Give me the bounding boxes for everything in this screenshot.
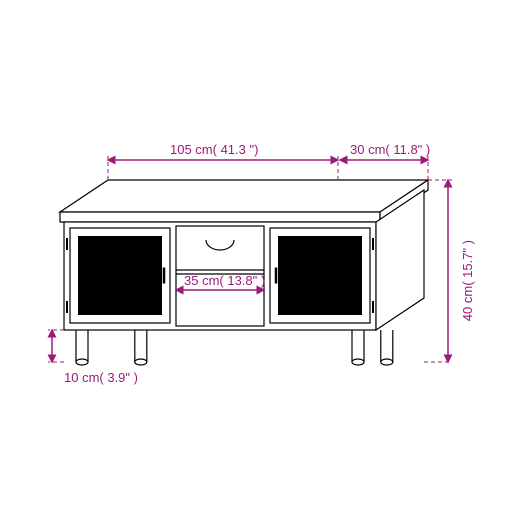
dim-label-leg: 10 cm( 3.9" )	[64, 370, 138, 385]
dim-label-height: 40 cm( 15.7" )	[460, 240, 475, 321]
cabinet-drawing	[0, 0, 510, 510]
dim-label-width: 105 cm( 41.3 ")	[170, 142, 258, 157]
diagram-stage: 105 cm( 41.3 ") 30 cm( 11.8" ) 40 cm( 15…	[0, 0, 510, 510]
dim-label-depth: 30 cm( 11.8" )	[350, 142, 430, 157]
dim-label-shelf: 35 cm( 13.8" )	[184, 273, 265, 288]
